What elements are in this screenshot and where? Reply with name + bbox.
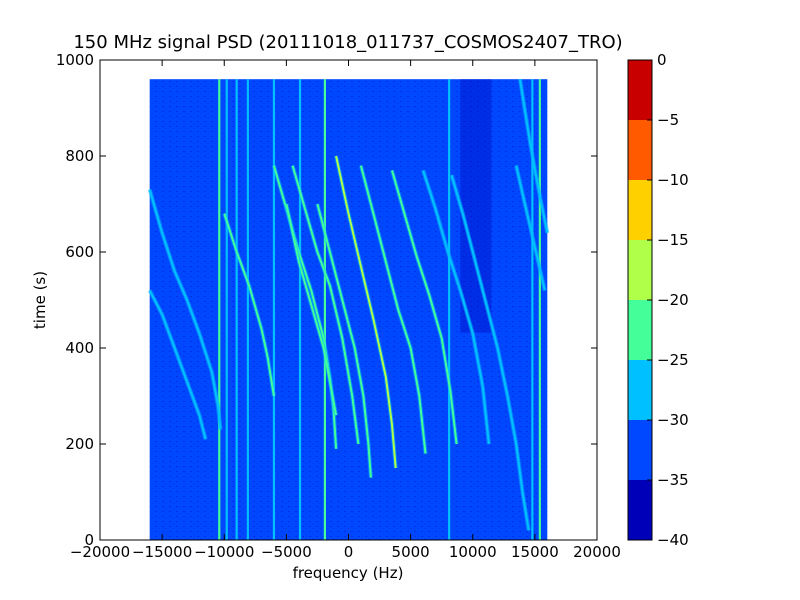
colorbar-band [628,300,652,360]
heatmap-layer [147,78,550,540]
y-tick-label: 1000 [56,51,94,69]
doppler-track [519,79,549,233]
y-tick-label: 200 [65,435,94,453]
heatmap-low-power-region [460,79,492,333]
doppler-track [359,165,427,454]
y-axis: 0 200 400 600 800 1000 [56,51,597,549]
doppler-track [291,165,360,445]
colorbar-tick-label: −15 [657,231,689,249]
doppler-track [285,203,338,416]
colorbar-tick-label: −25 [657,351,689,369]
colorbar-band [628,240,652,300]
heatmap-noise [149,79,548,540]
colorbar: 0 −5 −10 −15 −20 −25 −30 −35 −40 [627,51,689,549]
x-tick-label: −15000 [132,543,192,561]
chart-title: 150 MHz signal PSD (20111018_011737_COSM… [73,32,622,53]
colorbar-tick-label: −20 [657,291,689,309]
x-tick-label: −5000 [261,543,312,561]
colorbar-tick-label: −40 [657,531,689,549]
doppler-track [391,170,458,445]
x-tick-label: 5000 [392,543,430,561]
y-axis-label: time (s) [31,271,49,329]
y-tick-label: 800 [65,147,94,165]
doppler-track [450,174,530,531]
colorbar-band [628,120,652,180]
doppler-track [223,213,275,397]
doppler-track [148,289,207,440]
doppler-track [335,155,397,469]
x-tick-label: 0 [344,543,354,561]
doppler-track [515,165,546,291]
doppler-track [316,203,372,478]
colorbar-band [628,360,652,420]
x-tick-label: −10000 [194,543,254,561]
x-tick-label: 15000 [511,543,559,561]
colorbar-tick-label: −10 [657,171,689,189]
colorbar-tick-label: 0 [657,51,667,69]
colorbar-tick-label: −35 [657,471,689,489]
y-tick-label: 600 [65,243,94,261]
x-tick-label: 10000 [449,543,497,561]
y-tick-label: 400 [65,339,94,357]
x-tick-label: −20000 [70,543,130,561]
colorbar-band [628,420,652,480]
doppler-track [422,170,490,445]
colorbar-band [628,180,652,240]
x-axis: −20000 −15000 −10000 −5000 0 5000 10000 15000 20… [70,60,621,561]
y-tick-label: 0 [84,531,94,549]
colorbar-tick-label: −5 [657,111,679,129]
colorbar-band [628,60,652,120]
colorbar-band [628,480,652,540]
doppler-track [148,189,222,430]
colorbar-tick-label: −30 [657,411,689,429]
x-axis-label: frequency (Hz) [293,564,404,582]
x-tick-label: 20000 [573,543,621,561]
